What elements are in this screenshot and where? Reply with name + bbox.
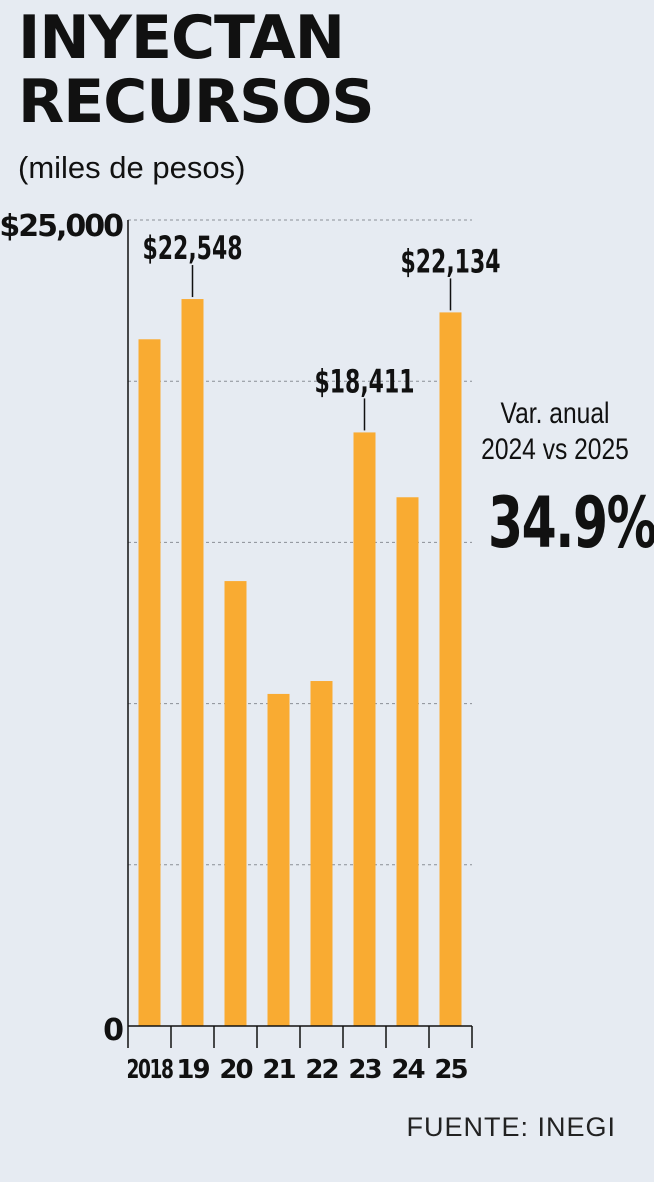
- y-tick-label: $25,000: [0, 209, 123, 244]
- bar: [396, 497, 419, 1026]
- x-tick-label: 24: [391, 1055, 424, 1085]
- x-tick-label: 23: [348, 1055, 381, 1085]
- title-line-2: RECURSOS: [18, 67, 375, 137]
- variation-label-line-1: Var. anual: [500, 397, 610, 430]
- y-tick-label: 0: [103, 1013, 123, 1048]
- bar: [439, 312, 462, 1026]
- bar: [310, 681, 333, 1026]
- source-note: FUENTE: INEGI: [406, 1112, 616, 1142]
- annotation-label: $22,134: [401, 242, 501, 280]
- x-tick-label: 19: [176, 1055, 209, 1085]
- bar: [267, 693, 290, 1026]
- variation-label-line-2: 2024 vs 2025: [481, 433, 629, 466]
- bar: [353, 432, 376, 1027]
- annotation-label: $18,411: [315, 362, 415, 400]
- x-tick-label: 22: [305, 1055, 337, 1085]
- bar: [224, 581, 247, 1026]
- bar: [138, 339, 161, 1027]
- chart-title: INYECTAN RECURSOS: [18, 3, 375, 137]
- annotation-label: $22,548: [143, 229, 243, 267]
- bar: [181, 299, 204, 1026]
- x-tick-label: 2018: [127, 1055, 174, 1085]
- variation-value: 34.9%: [488, 482, 654, 564]
- x-tick-label: 21: [262, 1055, 295, 1085]
- chart-subtitle: (miles de pesos): [18, 150, 246, 185]
- title-line-1: INYECTAN: [18, 3, 345, 73]
- x-tick-label: 25: [434, 1055, 467, 1085]
- annual-variation-box: Var. anual 2024 vs 2025 34.9%: [462, 396, 654, 564]
- x-tick-label: 20: [219, 1055, 252, 1085]
